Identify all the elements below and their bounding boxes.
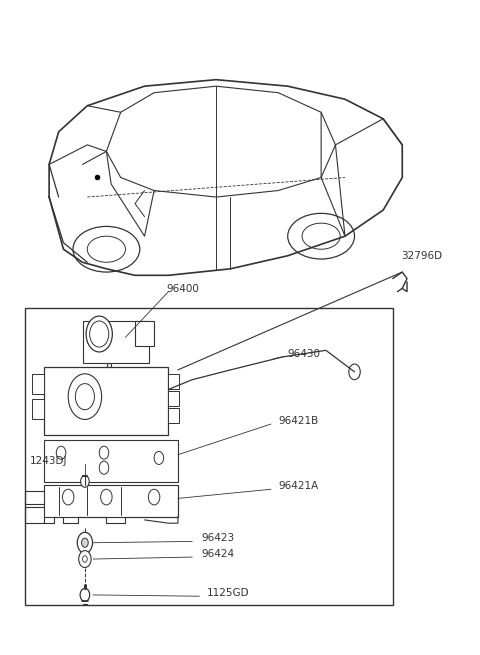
Bar xyxy=(44,485,178,517)
Bar xyxy=(33,375,44,394)
Circle shape xyxy=(77,533,93,553)
Bar xyxy=(44,367,168,435)
Circle shape xyxy=(99,461,109,474)
Circle shape xyxy=(83,556,87,562)
Bar xyxy=(83,321,149,364)
Text: 96424: 96424 xyxy=(202,549,235,559)
Circle shape xyxy=(68,374,102,419)
Ellipse shape xyxy=(87,236,125,262)
Circle shape xyxy=(82,538,88,548)
Ellipse shape xyxy=(288,214,355,259)
Text: 96421B: 96421B xyxy=(278,416,318,426)
Bar xyxy=(168,408,179,422)
Text: 96421A: 96421A xyxy=(278,481,318,491)
Text: 96423: 96423 xyxy=(202,533,235,544)
Ellipse shape xyxy=(86,316,112,352)
Circle shape xyxy=(99,446,109,459)
Bar xyxy=(168,375,179,389)
Circle shape xyxy=(101,489,112,505)
Circle shape xyxy=(80,588,90,601)
Text: 1125GD: 1125GD xyxy=(206,588,249,598)
Circle shape xyxy=(148,489,160,505)
Ellipse shape xyxy=(90,321,109,347)
Ellipse shape xyxy=(302,223,340,250)
Circle shape xyxy=(349,364,360,380)
Bar xyxy=(44,440,178,482)
Ellipse shape xyxy=(73,227,140,272)
Bar xyxy=(168,392,179,405)
Circle shape xyxy=(56,446,66,459)
Circle shape xyxy=(62,489,74,505)
Text: 96400: 96400 xyxy=(166,284,199,293)
Bar xyxy=(25,308,393,605)
Bar xyxy=(33,400,44,419)
Bar xyxy=(135,321,154,346)
Circle shape xyxy=(81,476,89,487)
Text: 1243DJ: 1243DJ xyxy=(30,457,68,466)
Circle shape xyxy=(154,451,164,464)
Circle shape xyxy=(75,384,95,409)
Text: 96430: 96430 xyxy=(288,349,321,359)
Text: 32796D: 32796D xyxy=(401,251,442,261)
Circle shape xyxy=(79,551,91,567)
